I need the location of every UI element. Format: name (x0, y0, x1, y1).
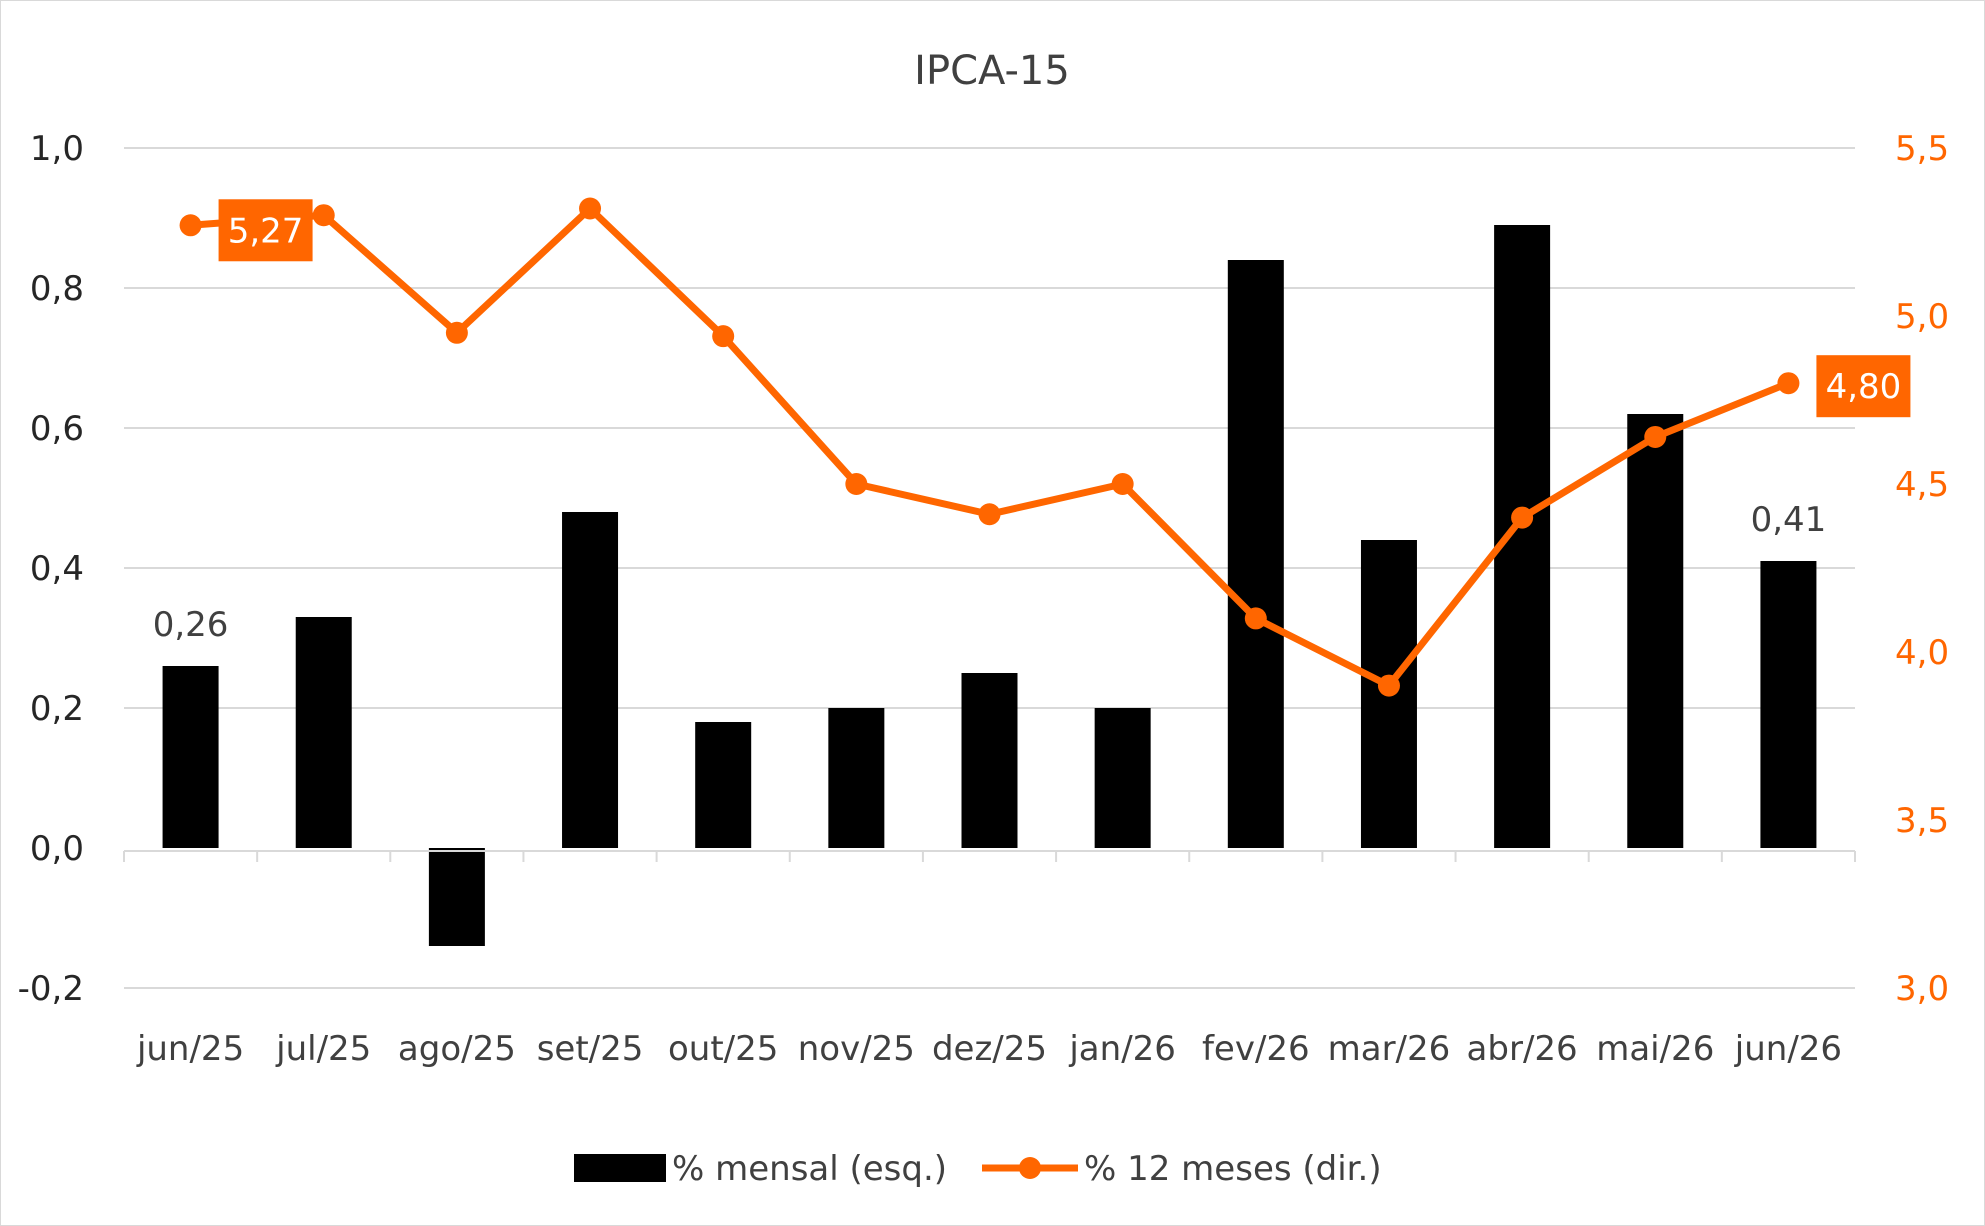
line-point-dez-25 (978, 503, 1001, 526)
left-tick-label: 1,0 (30, 129, 84, 169)
right-tick-label: 5,5 (1895, 129, 1949, 169)
line-point-set-25 (579, 197, 602, 220)
right-axis-ticks: 5,5 5,0 4,5 4,0 3,5 3,0 (1895, 129, 1949, 1009)
right-tick-label: 4,5 (1895, 465, 1949, 505)
bar-nov-25 (828, 708, 885, 848)
x-tick-label: ago/25 (398, 1029, 516, 1069)
left-tick-label: 0,4 (30, 549, 84, 589)
gridlines (124, 147, 1855, 989)
bar-abr-26 (1494, 225, 1551, 848)
x-tick-label: mar/26 (1328, 1029, 1451, 1069)
line-point-abr-26 (1511, 506, 1534, 529)
bar-fev-26 (1227, 260, 1284, 848)
left-tick-label: 0,8 (30, 269, 84, 309)
right-tick-label: 3,5 (1895, 801, 1949, 841)
line-callout-box (1816, 355, 1911, 418)
x-axis: jun/25 jul/25 ago/25 set/25 out/25 nov/25 dez/… (123, 850, 1856, 1069)
x-tick-label: out/25 (668, 1029, 778, 1069)
x-tick-label: set/25 (537, 1029, 644, 1069)
right-tick-label: 4,0 (1895, 633, 1949, 673)
line-point-jun-26 (1777, 372, 1800, 395)
data-labels: 0,26 0,41 5,27 4,80 (153, 199, 1911, 645)
bar-ago-25 (428, 848, 485, 946)
left-tick-label: 0,2 (30, 689, 84, 729)
legend-bar-swatch (574, 1154, 666, 1182)
bar-jul-25 (295, 617, 352, 848)
x-tick-label: jun/25 (136, 1029, 244, 1069)
bar-mai-26 (1627, 414, 1684, 848)
right-tick-label: 3,0 (1895, 969, 1949, 1009)
line-point-jan-26 (1111, 473, 1134, 495)
line-point-mar-26 (1377, 674, 1400, 697)
line-point-ago-25 (445, 321, 468, 344)
right-tick-label: 5,0 (1895, 297, 1949, 337)
x-tick-label: abr/26 (1467, 1029, 1578, 1069)
x-tick-label: fev/26 (1202, 1029, 1310, 1069)
bar-dez-25 (961, 673, 1018, 848)
x-tick-label: mai/26 (1596, 1029, 1714, 1069)
legend-line-label: % 12 meses (dir.) (1084, 1149, 1382, 1189)
left-tick-label: 0,0 (30, 829, 84, 869)
x-tick-label: dez/25 (932, 1029, 1047, 1069)
left-tick-label: -0,2 (18, 969, 84, 1009)
line-point-fev-26 (1244, 607, 1267, 630)
bar-data-label: 0,41 (1751, 500, 1827, 540)
left-tick-label: 0,6 (30, 409, 84, 449)
x-tick-label: jan/26 (1068, 1029, 1176, 1069)
legend-line-marker (1019, 1157, 1041, 1179)
x-tick-label: jun/26 (1734, 1029, 1842, 1069)
line-point-mai-26 (1644, 425, 1667, 448)
line-callout-box (218, 199, 313, 262)
bar-jun-26 (1760, 561, 1817, 848)
x-tick-label: nov/25 (798, 1029, 915, 1069)
bar-series (162, 225, 1817, 946)
x-tick-label: jul/25 (275, 1029, 371, 1069)
line-callout-label: 5,27 (228, 211, 304, 251)
line-point-jun-25 (179, 214, 202, 237)
bar-data-label: 0,26 (153, 605, 229, 645)
left-axis-ticks: 1,0 0,8 0,6 0,4 0,2 0,0 -0,2 (18, 129, 84, 1009)
line-series (179, 197, 1800, 697)
line-point-nov-25 (845, 473, 868, 495)
line-point-jul-25 (312, 204, 335, 227)
legend: % mensal (esq.) % 12 meses (dir.) (574, 1149, 1382, 1189)
bar-set-25 (562, 512, 619, 848)
bar-jun-25 (162, 666, 219, 848)
bar-out-25 (695, 722, 752, 848)
line-callout-label: 4,80 (1826, 367, 1902, 407)
chart-title: IPCA-15 (914, 48, 1070, 94)
line-point-out-25 (712, 325, 735, 348)
bar-jan-26 (1094, 708, 1151, 848)
legend-bar-label: % mensal (esq.) (672, 1149, 947, 1189)
